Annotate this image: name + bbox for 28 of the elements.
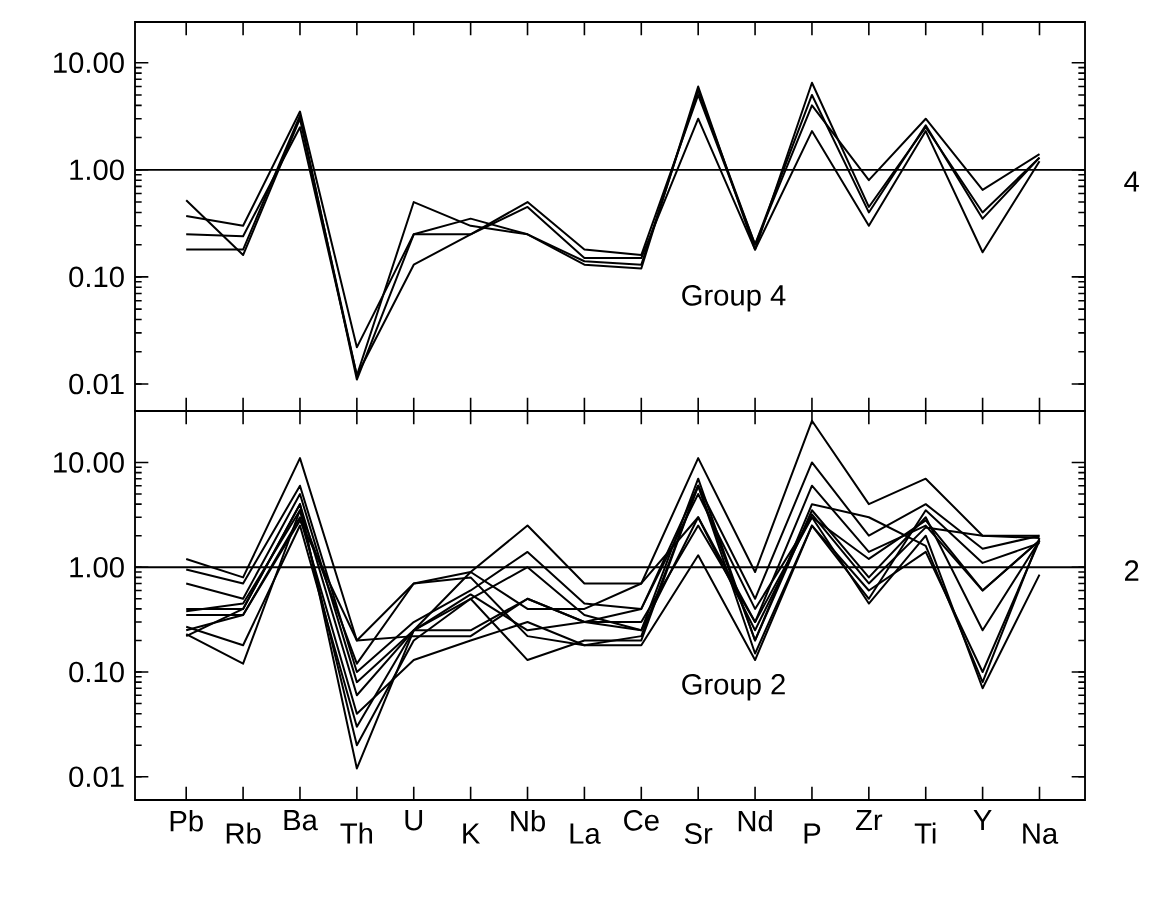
text: 2 <box>1125 560 1139 581</box>
x-tick-label: Nd <box>738 810 772 832</box>
y-tick-label: 0.01 <box>69 766 124 788</box>
x-tick-label: Pb <box>170 810 203 832</box>
x-tick-label: K <box>463 823 481 844</box>
y-tick-label: 0.10 <box>69 661 124 683</box>
y-tick-label: 10.00 <box>54 52 124 74</box>
x-tick-label: Ce <box>624 810 659 831</box>
x-tick-label: Nb <box>511 810 545 832</box>
x-tick-label: Ti <box>914 822 936 844</box>
annotation: Group 4 <box>682 284 786 312</box>
text: 4 <box>1124 171 1139 192</box>
x-tick-label: P <box>804 823 821 844</box>
y-tick-label: 0.10 <box>69 266 124 288</box>
x-tick-label: Rb <box>226 822 261 844</box>
x-tick-label: Y <box>973 810 992 831</box>
x-tick-label: Sr <box>684 823 713 844</box>
x-tick-label: La <box>570 823 601 844</box>
x-tick-label: Zr <box>855 810 883 831</box>
x-tick-label: Na <box>1023 823 1059 844</box>
y-tick-label: 1.00 <box>70 556 124 578</box>
x-tick-label: Th <box>340 822 373 844</box>
y-tick-label: 10.00 <box>54 452 124 473</box>
x-tick-label: Ba <box>284 810 318 831</box>
y-tick-label: 0.01 <box>69 373 124 395</box>
annotation: Group 2 <box>682 673 785 701</box>
y-tick-label: 1.00 <box>70 159 124 181</box>
x-tick-label: U <box>405 810 423 831</box>
